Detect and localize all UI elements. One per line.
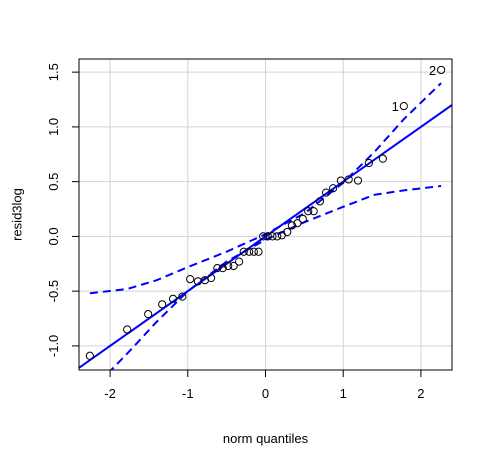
x-tick-label: 2 <box>417 386 424 401</box>
data-point <box>85 351 94 360</box>
data-point <box>249 247 258 256</box>
envelope-upper-line <box>89 82 442 295</box>
y-tick-label: -1.0 <box>46 335 61 357</box>
data-points <box>85 65 446 360</box>
data-point <box>158 300 167 309</box>
x-tick-label: 0 <box>262 386 269 401</box>
x-tick-label: 1 <box>340 386 347 401</box>
y-tick-label: 1.5 <box>46 63 61 81</box>
y-tick-label: 0.0 <box>46 227 61 245</box>
data-point <box>234 257 244 266</box>
data-point <box>315 197 324 206</box>
data-point <box>273 232 282 241</box>
data-point <box>336 176 345 185</box>
y-axis: -1.0 -0.5 0.0 0.5 1.0 1.5 <box>46 63 80 357</box>
fit-line <box>79 104 452 369</box>
x-axis-title: norm quantiles <box>223 431 309 446</box>
data-point <box>263 232 272 241</box>
data-point <box>144 310 153 319</box>
data-point <box>207 273 216 283</box>
y-tick-label: -0.5 <box>46 280 61 302</box>
data-point <box>259 232 268 241</box>
data-point <box>329 184 338 193</box>
data-point <box>344 175 353 184</box>
data-point <box>353 176 363 185</box>
data-point <box>224 261 233 271</box>
x-axis: -2 -1 0 1 2 <box>104 369 425 401</box>
data-point <box>399 101 408 111</box>
point-label: 2 <box>429 63 436 78</box>
confidence-envelope <box>89 82 442 370</box>
data-point <box>168 294 178 303</box>
data-point <box>364 158 373 168</box>
envelope-lower-line <box>109 185 442 370</box>
data-point <box>268 232 277 241</box>
data-point <box>298 214 307 223</box>
data-point <box>378 154 387 163</box>
data-point <box>304 207 313 216</box>
data-point <box>254 247 263 256</box>
data-point <box>293 219 302 228</box>
data-point <box>123 325 132 334</box>
point-label: 1 <box>392 99 399 114</box>
x-tick-label: -2 <box>104 386 116 401</box>
data-point <box>322 188 331 197</box>
data-point <box>229 261 238 271</box>
data-point <box>437 65 446 75</box>
fit-line-group <box>79 104 452 369</box>
grid-lines <box>79 59 452 370</box>
data-point <box>245 247 254 256</box>
point-labels: 12 <box>392 63 437 114</box>
data-point <box>178 292 187 301</box>
data-point <box>213 264 222 273</box>
data-point <box>287 221 297 230</box>
y-tick-label: 1.0 <box>46 118 61 136</box>
data-point <box>186 275 195 284</box>
data-point <box>239 247 248 256</box>
data-point <box>309 207 318 216</box>
x-tick-label: -1 <box>182 386 194 401</box>
y-tick-label: 0.5 <box>46 173 61 191</box>
data-point <box>218 264 227 273</box>
y-axis-title: resid3log <box>10 188 25 241</box>
data-point <box>283 227 292 237</box>
